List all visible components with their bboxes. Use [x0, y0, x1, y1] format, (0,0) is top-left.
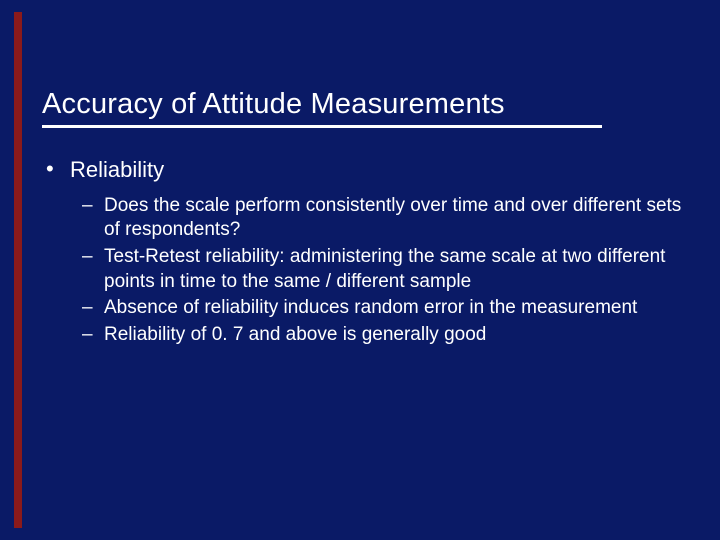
sub-bullet-text: Test-Retest reliability: administering t…	[104, 245, 700, 294]
bullet-level2: – Reliability of 0. 7 and above is gener…	[82, 323, 700, 348]
slide-title: Accuracy of Attitude Measurements	[42, 88, 700, 121]
sublist: – Does the scale perform consistently ov…	[82, 194, 700, 348]
accent-bar	[14, 12, 22, 528]
sub-bullet-text: Absence of reliability induces random er…	[104, 296, 647, 321]
bullet-level2: – Absence of reliability induces random …	[82, 296, 700, 321]
bullet-dot-icon: •	[42, 156, 70, 184]
slide-body: • Reliability – Does the scale perform c…	[42, 156, 700, 348]
sub-bullet-text: Does the scale perform consistently over…	[104, 194, 700, 243]
sub-bullet-text: Reliability of 0. 7 and above is general…	[104, 323, 496, 348]
bullet-level2: – Test-Retest reliability: administering…	[82, 245, 700, 294]
bullet-level1: • Reliability	[42, 156, 700, 184]
bullet-text: Reliability	[70, 156, 164, 184]
bullet-level2: – Does the scale perform consistently ov…	[82, 194, 700, 243]
title-underline	[42, 125, 602, 128]
dash-icon: –	[82, 245, 104, 294]
content-area: Accuracy of Attitude Measurements • Reli…	[42, 0, 700, 540]
dash-icon: –	[82, 296, 104, 321]
slide: Accuracy of Attitude Measurements • Reli…	[0, 0, 720, 540]
dash-icon: –	[82, 323, 104, 348]
dash-icon: –	[82, 194, 104, 243]
